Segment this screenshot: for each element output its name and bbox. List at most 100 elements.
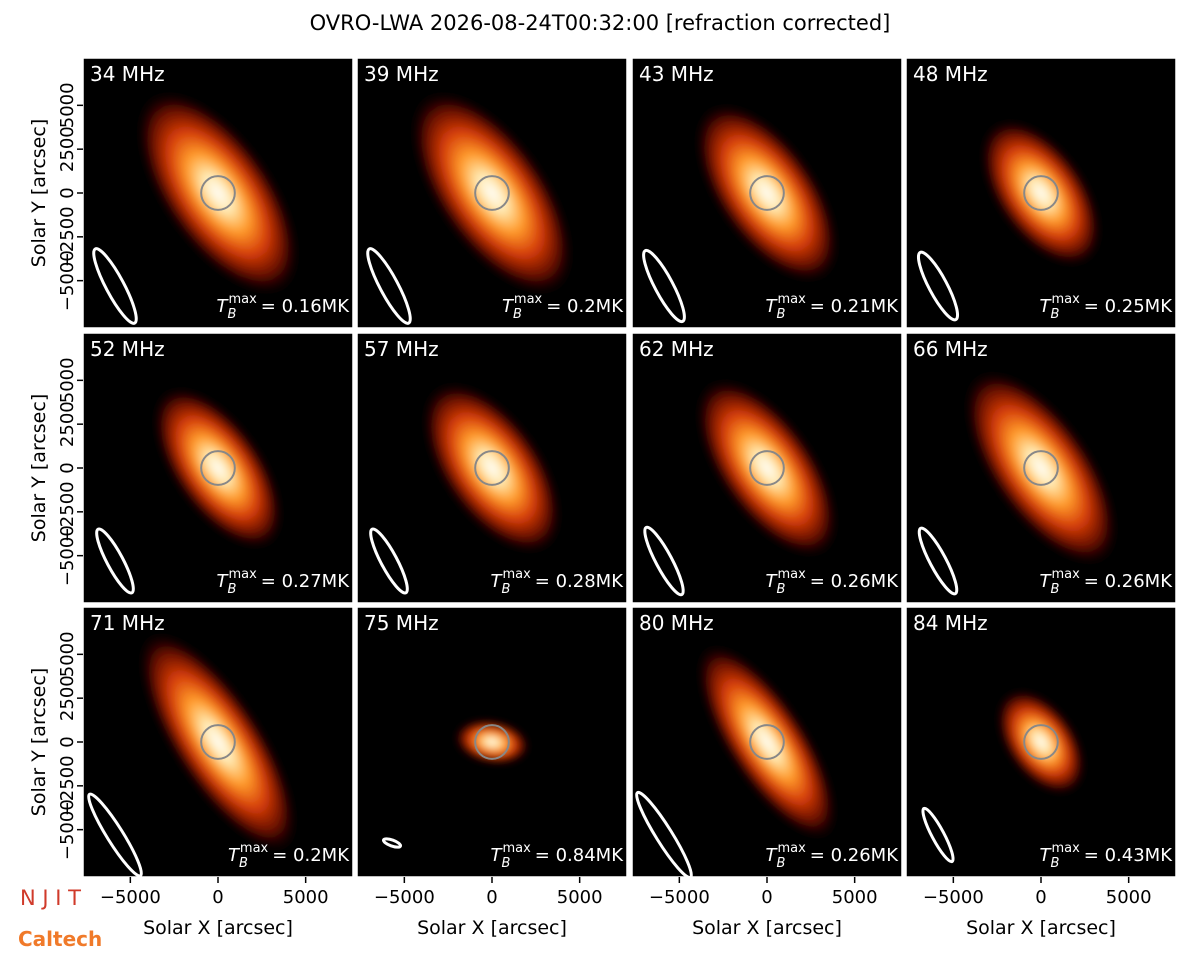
- beam: [87, 792, 143, 877]
- panel: [357, 58, 627, 328]
- emission: [695, 643, 839, 841]
- tb-symbol: T: [766, 845, 779, 866]
- tb-sup: max: [502, 841, 531, 856]
- tb-symbol: T: [766, 571, 779, 592]
- panel-title: 80 MHz: [639, 611, 714, 635]
- panel-title: 71 MHz: [90, 611, 165, 635]
- tb-symbol: T: [228, 845, 241, 866]
- emission: [996, 688, 1086, 796]
- solar-disk: [749, 450, 785, 486]
- beam: [95, 527, 135, 595]
- tb-sub: B: [513, 307, 522, 322]
- emission: [694, 102, 840, 284]
- panel: [632, 58, 902, 328]
- solar-disk: [474, 175, 510, 211]
- tb-sup: max: [1051, 292, 1080, 307]
- tb-symbol: T: [217, 296, 230, 317]
- y-tick-label: −5000: [57, 799, 78, 860]
- beam: [635, 790, 693, 877]
- tb-value: = 0.21MK: [810, 296, 899, 317]
- panel-frame: [905, 57, 1177, 329]
- tb-max-label: TBmax = 0.2MK: [228, 841, 350, 871]
- beam: [643, 525, 685, 597]
- tb-sup: max: [240, 841, 269, 856]
- panel: [632, 607, 902, 877]
- beam: [92, 247, 138, 325]
- tb-max-label: TBmax = 0.26MK: [766, 567, 900, 597]
- panel-frame: [631, 57, 903, 329]
- panel-title: 75 MHz: [364, 611, 439, 635]
- beam: [916, 250, 960, 322]
- solar-disk: [1023, 724, 1059, 760]
- logo-caltech: Caltech: [18, 927, 102, 951]
- panel: [83, 333, 353, 603]
- emission: [135, 89, 301, 297]
- y-tick-label: 5000: [57, 82, 78, 128]
- tb-sub: B: [239, 856, 248, 871]
- panel: [83, 607, 353, 877]
- x-axis-label: Solar X [arcsec]: [417, 917, 567, 939]
- panel-title: 52 MHz: [90, 337, 165, 361]
- solar-disk: [200, 724, 236, 760]
- tb-sup: max: [777, 292, 806, 307]
- tb-max-label: TBmax = 0.2MK: [502, 292, 624, 322]
- panel-title: 34 MHz: [90, 62, 165, 86]
- x-axis-label: Solar X [arcsec]: [143, 917, 293, 939]
- panel-title: 62 MHz: [639, 337, 714, 361]
- solar-disk: [474, 724, 510, 760]
- tb-max-label: TBmax = 0.26MK: [766, 841, 900, 871]
- tb-value: = 0.25MK: [1084, 296, 1173, 317]
- panel-frame: [905, 332, 1177, 604]
- x-axis-label: Solar X [arcsec]: [692, 917, 842, 939]
- panel-title: 57 MHz: [364, 337, 439, 361]
- emission: [695, 377, 839, 559]
- solar-disk: [749, 175, 785, 211]
- emission: [409, 89, 575, 297]
- y-tick-label: 5000: [57, 631, 78, 677]
- tb-max-label: TBmax = 0.84MK: [491, 841, 625, 871]
- tb-value: = 0.27MK: [261, 571, 350, 592]
- y-tick-label: −2500: [57, 755, 78, 816]
- panel-frame: [356, 332, 628, 604]
- tb-max-label: TBmax = 0.28MK: [491, 567, 625, 597]
- emission: [152, 386, 284, 550]
- tb-sub: B: [1051, 582, 1060, 597]
- beam: [369, 527, 409, 595]
- panel: [906, 607, 1176, 877]
- y-tick-label: −5000: [57, 525, 78, 586]
- tb-sub: B: [228, 307, 237, 322]
- y-tick-label: 2500: [57, 675, 78, 721]
- y-tick-label: −5000: [57, 250, 78, 311]
- panel-title: 84 MHz: [913, 611, 988, 635]
- tb-value: = 0.26MK: [810, 845, 899, 866]
- panel-title: 66 MHz: [913, 337, 988, 361]
- panel: [906, 58, 1176, 328]
- panel-title: 48 MHz: [913, 62, 988, 86]
- tb-symbol: T: [1040, 296, 1053, 317]
- x-tick-label: 0: [212, 887, 223, 908]
- panel-title: 43 MHz: [639, 62, 714, 86]
- y-tick-label: 5000: [57, 357, 78, 403]
- solar-disk: [1023, 450, 1059, 486]
- tb-sup: max: [777, 567, 806, 582]
- tb-max-label: TBmax = 0.21MK: [766, 292, 900, 322]
- y-tick-label: 2500: [57, 401, 78, 447]
- x-tick-label: 5000: [283, 887, 329, 908]
- y-axis-label: Solar Y [arcsec]: [28, 119, 50, 267]
- x-tick-label: 0: [761, 887, 772, 908]
- panel: [83, 58, 353, 328]
- emission: [454, 719, 530, 765]
- x-tick-label: 5000: [557, 887, 603, 908]
- tb-value: = 0.43MK: [1084, 845, 1173, 866]
- tb-sub: B: [777, 582, 786, 597]
- tb-value: = 0.2MK: [546, 296, 624, 317]
- panel: [906, 333, 1176, 603]
- y-tick-label: 0: [57, 462, 78, 473]
- figure-title: OVRO-LWA 2026-08-24T00:32:00 [refraction…: [310, 11, 891, 35]
- tb-sup: max: [1051, 567, 1080, 582]
- emission: [963, 369, 1119, 567]
- tb-sup: max: [777, 841, 806, 856]
- tb-sup: max: [502, 567, 531, 582]
- solar-disk: [200, 450, 236, 486]
